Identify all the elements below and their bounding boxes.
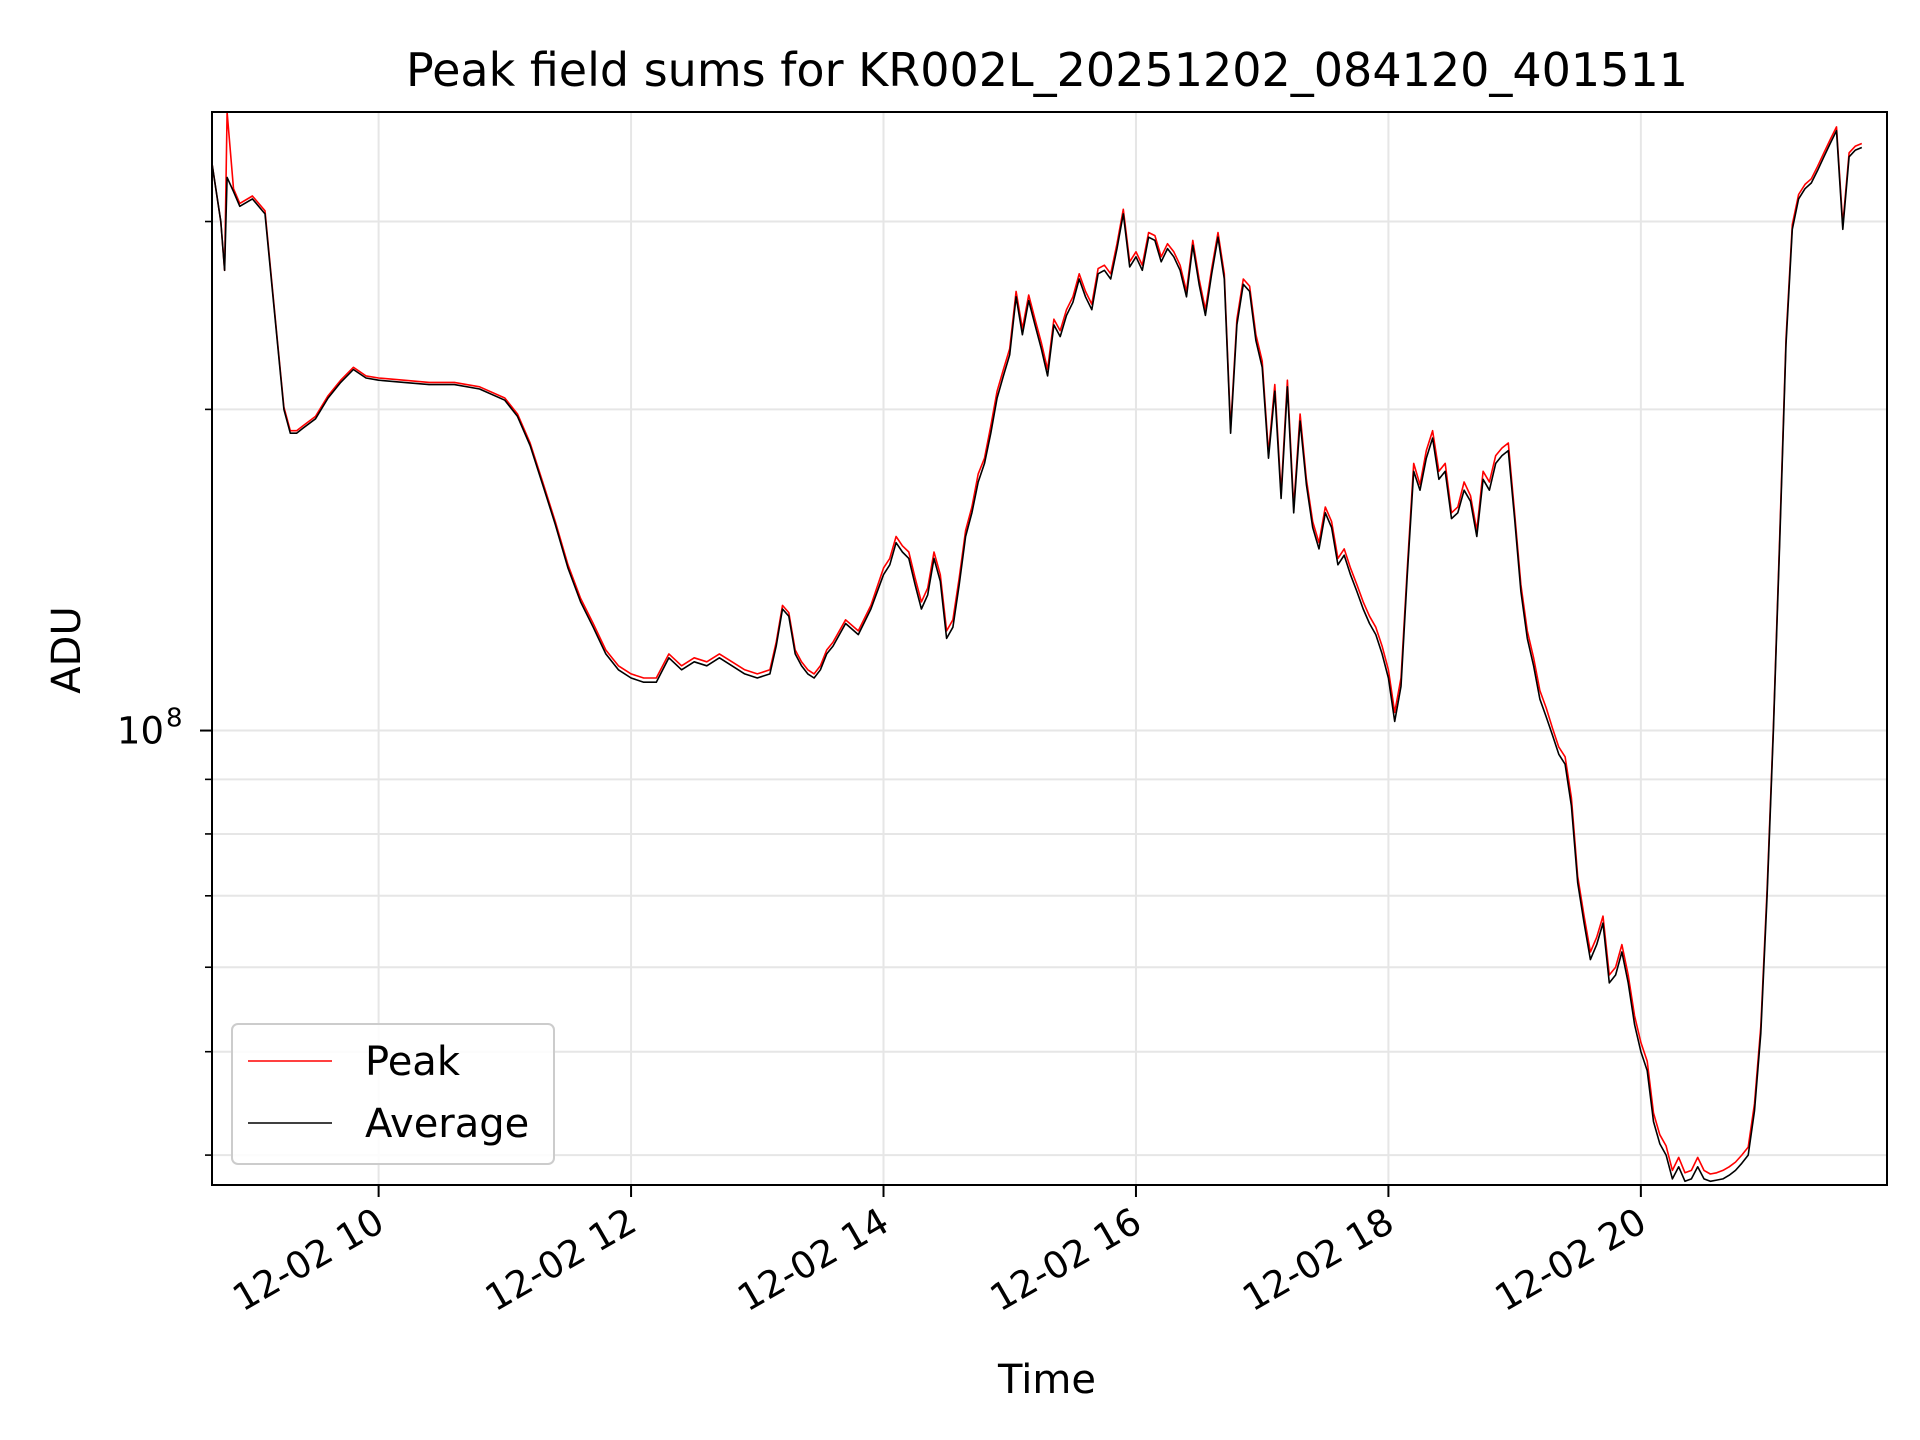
y-tick-label-base: 10 (117, 710, 164, 753)
series-line-average (212, 129, 1863, 1183)
legend-peak-label: Peak (365, 1039, 461, 1085)
legend: Peak Average (231, 1023, 555, 1165)
legend-box (231, 1023, 555, 1165)
chart-title: Peak field sums for KR002L_20251202_0841… (406, 43, 1688, 97)
y-axis-label: ADU (44, 606, 90, 693)
x-axis-label: Time (997, 1357, 1096, 1403)
y-tick-label-exponent: 8 (166, 704, 183, 734)
legend-average-label: Average (365, 1101, 529, 1147)
series-layer (212, 112, 1863, 1183)
plot-frame (211, 111, 1888, 1186)
